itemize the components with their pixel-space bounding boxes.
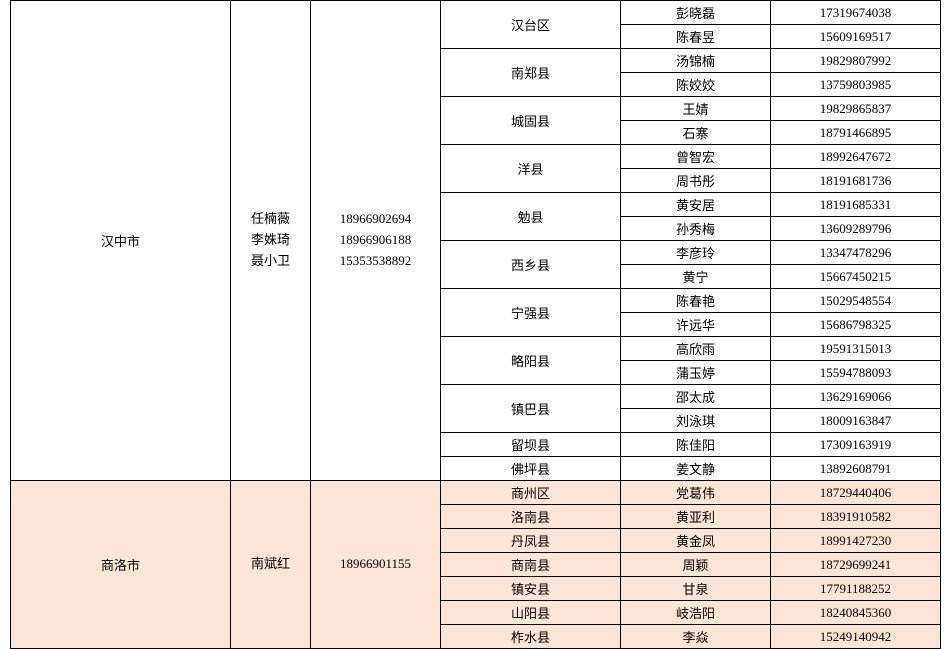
person-name-cell: 陈姣姣 xyxy=(621,73,771,97)
person-name-cell: 黄亚利 xyxy=(621,505,771,529)
person-phone-cell: 13609289796 xyxy=(771,217,941,241)
district-cell: 略阳县 xyxy=(441,337,621,385)
district-cell: 留坝县 xyxy=(441,433,621,457)
person-name-cell: 王婧 xyxy=(621,97,771,121)
person-name-cell: 刘泳琪 xyxy=(621,409,771,433)
person-name-cell: 陈佳阳 xyxy=(621,433,771,457)
district-cell: 洛南县 xyxy=(441,505,621,529)
person-name-cell: 黄宁 xyxy=(621,265,771,289)
district-cell: 城固县 xyxy=(441,97,621,145)
district-cell: 山阳县 xyxy=(441,601,621,625)
person-phone-cell: 13347478296 xyxy=(771,241,941,265)
person-name-cell: 岐浩阳 xyxy=(621,601,771,625)
person-name-cell: 陈春艳 xyxy=(621,289,771,313)
person-name-cell: 汤锦楠 xyxy=(621,49,771,73)
district-cell: 佛坪县 xyxy=(441,457,621,481)
person-phone-cell: 17791188252 xyxy=(771,577,941,601)
person-name-cell: 许远华 xyxy=(621,313,771,337)
district-cell: 镇安县 xyxy=(441,577,621,601)
person-name-cell: 孙秀梅 xyxy=(621,217,771,241)
district-cell: 丹凤县 xyxy=(441,529,621,553)
person-phone-cell: 18729699241 xyxy=(771,553,941,577)
person-name-cell: 石寨 xyxy=(621,121,771,145)
person-phone-cell: 15249140942 xyxy=(771,625,941,649)
person-name-cell: 黄安居 xyxy=(621,193,771,217)
person-name-cell: 姜文静 xyxy=(621,457,771,481)
person-name-cell: 周颖 xyxy=(621,553,771,577)
person-name-cell: 高欣雨 xyxy=(621,337,771,361)
person-phone-cell: 18191681736 xyxy=(771,169,941,193)
person-phone-cell: 18240845360 xyxy=(771,601,941,625)
person-name-cell: 黄金凤 xyxy=(621,529,771,553)
person-name-cell: 党葛伟 xyxy=(621,481,771,505)
person-phone-cell: 19829807992 xyxy=(771,49,941,73)
person-phone-cell: 13892608791 xyxy=(771,457,941,481)
district-cell: 汉台区 xyxy=(441,1,621,49)
person-phone-cell: 15029548554 xyxy=(771,289,941,313)
city-cell: 汉中市 xyxy=(11,1,231,481)
district-cell: 商州区 xyxy=(441,481,621,505)
district-cell: 洋县 xyxy=(441,145,621,193)
table-row: 商洛市南斌红18966901155商州区党葛伟18729440406 xyxy=(11,481,941,505)
city-cell: 商洛市 xyxy=(11,481,231,649)
person-name-cell: 陈春昱 xyxy=(621,25,771,49)
district-cell: 西乡县 xyxy=(441,241,621,289)
district-cell: 商南县 xyxy=(441,553,621,577)
table-row: 汉中市任楠薇李姝琦聂小卫1896690269418966906188153535… xyxy=(11,1,941,25)
district-cell: 宁强县 xyxy=(441,289,621,337)
person-phone-cell: 13629169066 xyxy=(771,385,941,409)
person-phone-cell: 15594788093 xyxy=(771,361,941,385)
person-name-cell: 蒲玉婷 xyxy=(621,361,771,385)
district-cell: 南郑县 xyxy=(441,49,621,97)
person-phone-cell: 15609169517 xyxy=(771,25,941,49)
person-phone-cell: 18991427230 xyxy=(771,529,941,553)
district-cell: 镇巴县 xyxy=(441,385,621,433)
person-name-cell: 邵太成 xyxy=(621,385,771,409)
person-phone-cell: 18791466895 xyxy=(771,121,941,145)
city-phones-cell: 189669026941896690618815353538892 xyxy=(311,1,441,481)
person-name-cell: 彭晓磊 xyxy=(621,1,771,25)
city-contacts-cell: 任楠薇李姝琦聂小卫 xyxy=(231,1,311,481)
person-name-cell: 李彦玲 xyxy=(621,241,771,265)
person-phone-cell: 18009163847 xyxy=(771,409,941,433)
district-cell: 勉县 xyxy=(441,193,621,241)
city-contacts-cell: 南斌红 xyxy=(231,481,311,649)
person-phone-cell: 18992647672 xyxy=(771,145,941,169)
person-phone-cell: 17319674038 xyxy=(771,1,941,25)
person-name-cell: 曾智宏 xyxy=(621,145,771,169)
person-phone-cell: 18391910582 xyxy=(771,505,941,529)
person-phone-cell: 17309163919 xyxy=(771,433,941,457)
person-phone-cell: 13759803985 xyxy=(771,73,941,97)
person-phone-cell: 19829865837 xyxy=(771,97,941,121)
contacts-table: 汉中市任楠薇李姝琦聂小卫1896690269418966906188153535… xyxy=(10,0,941,649)
city-phones-cell: 18966901155 xyxy=(311,481,441,649)
person-name-cell: 李焱 xyxy=(621,625,771,649)
person-phone-cell: 15667450215 xyxy=(771,265,941,289)
person-phone-cell: 18729440406 xyxy=(771,481,941,505)
person-phone-cell: 18191685331 xyxy=(771,193,941,217)
person-phone-cell: 19591315013 xyxy=(771,337,941,361)
district-cell: 柞水县 xyxy=(441,625,621,649)
person-phone-cell: 15686798325 xyxy=(771,313,941,337)
person-name-cell: 周书彤 xyxy=(621,169,771,193)
person-name-cell: 甘泉 xyxy=(621,577,771,601)
